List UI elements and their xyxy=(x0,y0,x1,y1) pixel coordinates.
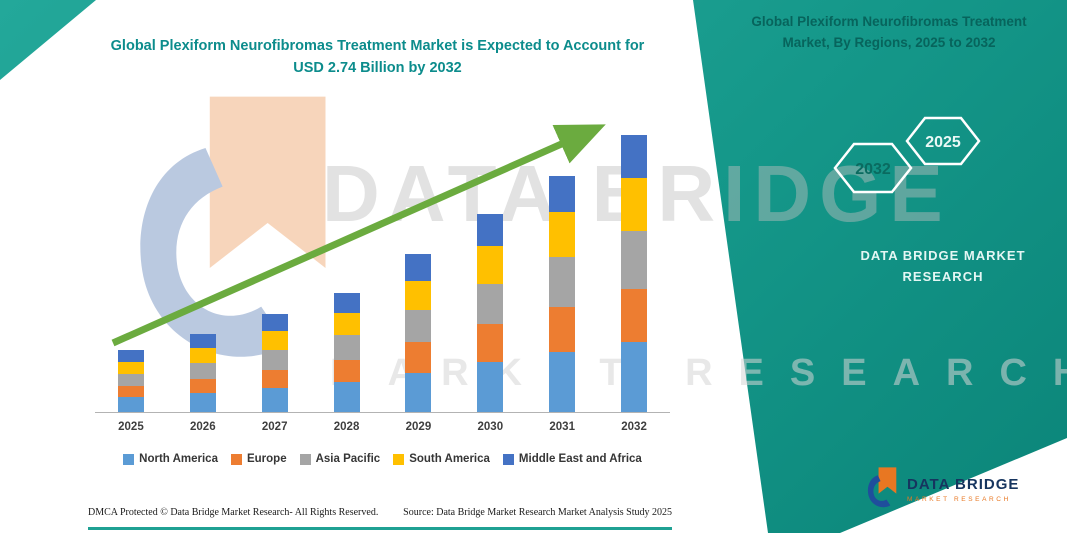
bar-segment-2028 xyxy=(333,313,360,336)
bar-2030 xyxy=(477,213,504,412)
hexagon-year-2025: 2025 xyxy=(925,134,961,151)
bar-segment-2025 xyxy=(117,361,144,374)
bar-segment-2032 xyxy=(621,231,648,289)
legend-swatch xyxy=(502,453,514,465)
brand-logo-icon xyxy=(867,467,897,508)
bar-segment-2031 xyxy=(549,211,576,258)
dmca-text: DMCA Protected © Data Bridge Market Rese… xyxy=(88,507,379,518)
bar-segment-2031 xyxy=(549,175,576,212)
bar-segment-2031 xyxy=(549,306,576,353)
bar-segment-2027 xyxy=(261,369,288,388)
x-axis-labels: 2025 2026 2027 2028 2029 2030 2031 2032 xyxy=(95,421,670,433)
x-axis-label: 2027 xyxy=(261,421,288,433)
bar-segment-2028 xyxy=(333,292,360,314)
bar-segment-2032 xyxy=(621,342,648,412)
bar-segment-2025 xyxy=(117,350,144,362)
bar-segment-2029 xyxy=(405,342,432,373)
legend-label: South America xyxy=(409,453,490,465)
x-axis-label: 2031 xyxy=(549,421,575,433)
brand-text: DATA BRIDGE MARKET RESEARCH xyxy=(860,248,1026,284)
bar-2025 xyxy=(117,350,144,412)
right-panel-title: Global Plexiform Neurofibromas Treatment… xyxy=(751,14,1027,50)
bar-segment-2027 xyxy=(261,350,288,370)
bar-segment-2026 xyxy=(189,334,216,349)
bar-segment-2029 xyxy=(405,254,432,281)
legend-item: Middle East and Africa xyxy=(502,453,642,465)
bar-2028 xyxy=(333,292,360,412)
x-axis-label: 2030 xyxy=(477,421,504,433)
legend-label: North America xyxy=(139,453,218,465)
brand-logo-title: DATA BRIDGE xyxy=(907,475,1020,493)
bar-segment-2025 xyxy=(117,396,144,412)
bar-segment-2028 xyxy=(333,335,360,360)
legend-item: South America xyxy=(393,453,490,465)
chart-legend: North America Europe Asia Pacific South Ame… xyxy=(85,453,680,465)
hexagon-year-2032: 2032 xyxy=(855,161,891,178)
bar-2031 xyxy=(549,175,576,412)
bar-segment-2026 xyxy=(189,392,216,412)
source-text: Source: Data Bridge Market Research Mark… xyxy=(403,507,672,518)
brand-logo: DATA BRIDGE MARKET RESEARCH xyxy=(866,466,1019,512)
x-axis-label: 2028 xyxy=(333,421,360,433)
bar-2026 xyxy=(189,334,216,412)
bar-segment-2026 xyxy=(189,378,216,393)
legend-swatch xyxy=(123,453,135,465)
bar-segment-2032 xyxy=(621,178,648,232)
footer: DMCA Protected © Data Bridge Market Rese… xyxy=(88,507,672,518)
x-axis-label: 2032 xyxy=(621,421,647,433)
bar-segment-2026 xyxy=(189,363,216,379)
bar-segment-2028 xyxy=(333,359,360,382)
bar-segment-2032 xyxy=(621,288,648,343)
bar-segment-2026 xyxy=(189,348,216,364)
x-axis-label: 2025 xyxy=(118,421,144,433)
legend-label: Asia Pacific xyxy=(315,453,381,465)
hexagon-year-badges: 2032 2025 xyxy=(833,116,981,194)
x-axis-label: 2026 xyxy=(190,421,216,433)
bar-segment-2029 xyxy=(405,372,432,412)
chart-title: Global Plexiform Neurofibromas Treatment… xyxy=(110,38,645,76)
bar-segment-2029 xyxy=(405,280,432,310)
bar-2029 xyxy=(405,254,432,412)
bar-segment-2031 xyxy=(549,257,576,307)
bar-segment-2032 xyxy=(621,134,648,179)
bar-segment-2027 xyxy=(261,313,288,332)
bar-segment-2025 xyxy=(117,385,144,397)
bar-2032 xyxy=(621,134,648,412)
legend-label: Europe xyxy=(246,453,287,465)
bar-segment-2031 xyxy=(549,352,576,412)
legend-swatch xyxy=(393,453,405,465)
bar-segment-2025 xyxy=(117,373,144,386)
legend-item: Asia Pacific xyxy=(299,453,381,465)
bar-segment-2030 xyxy=(477,246,504,284)
bar-2027 xyxy=(261,313,288,412)
bar-segment-2030 xyxy=(477,283,504,325)
legend-item: Europe xyxy=(230,453,287,465)
legend-item: North America xyxy=(123,453,218,465)
bar-segment-2030 xyxy=(477,213,504,247)
bar-segment-2029 xyxy=(405,309,432,343)
chart-plot xyxy=(95,118,670,413)
x-axis-label: 2029 xyxy=(405,421,432,433)
bar-segment-2027 xyxy=(261,331,288,351)
legend-swatch xyxy=(230,453,242,465)
legend-label: Middle East and Africa xyxy=(518,453,642,465)
footer-divider xyxy=(88,527,672,530)
bar-segment-2028 xyxy=(333,381,360,412)
legend-swatch xyxy=(299,453,311,465)
bar-segment-2030 xyxy=(477,324,504,362)
brand-logo-subtitle: MARKET RESEARCH xyxy=(907,495,1011,503)
bar-segment-2027 xyxy=(261,387,288,412)
bar-segment-2030 xyxy=(477,361,504,412)
watermark-subtext: MARKET RESEARCH xyxy=(330,352,1067,394)
